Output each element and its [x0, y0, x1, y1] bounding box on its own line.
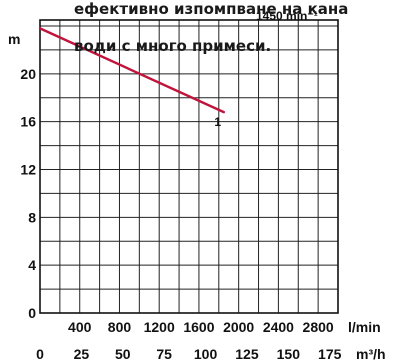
chart-labels: 0 4 8 12 16 20 400 800 1200 1600 2000 2400 2800 0 25 50…: [20, 66, 341, 362]
x-axis-unit-lmin: l/min: [348, 319, 381, 335]
chart-axes: [39, 19, 339, 314]
x-tick-label-m3h: 125: [235, 346, 259, 362]
plot-frame: [39, 19, 339, 314]
x-tick-label-lmin: 1600: [183, 319, 214, 335]
x-tick-label-m3h: 0: [36, 346, 44, 362]
y-tick-label: 20: [20, 66, 36, 82]
x-tick-label-lmin: 800: [108, 319, 132, 335]
y-tick-label: 16: [20, 114, 36, 130]
x-axis-unit-m3h: m³/h: [356, 346, 386, 362]
chart-grid: [40, 20, 338, 313]
x-tick-label-lmin: 2400: [263, 319, 294, 335]
overlay-text-line-2: води с много примеси.: [74, 37, 271, 55]
y-tick-label: 12: [20, 161, 36, 177]
x-tick-label-m3h: 150: [277, 346, 301, 362]
x-tick-label-m3h: 75: [156, 346, 172, 362]
speed-label: 1450 min⁻¹: [256, 9, 318, 23]
x-tick-label-m3h: 175: [318, 346, 342, 362]
overlay-text-line-1: ефективно изпомпване на кана: [74, 0, 348, 18]
x-tick-label-lmin: 400: [68, 319, 92, 335]
x-tick-label-lmin: 2000: [223, 319, 254, 335]
y-tick-label: 4: [28, 257, 36, 273]
x-tick-label-m3h: 50: [115, 346, 131, 362]
x-tick-label-lmin: 2800: [303, 319, 334, 335]
x-tick-label-m3h: 25: [74, 346, 90, 362]
x-tick-label-lmin: 1200: [144, 319, 175, 335]
y-axis-unit: m: [8, 31, 20, 47]
curve-label: 1: [214, 115, 221, 129]
pump-curve-line: [38, 27, 225, 114]
x-tick-label-m3h: 100: [194, 346, 218, 362]
y-tick-label: 0: [28, 305, 36, 321]
y-tick-label: 8: [28, 209, 36, 225]
chart-series: [38, 27, 225, 114]
